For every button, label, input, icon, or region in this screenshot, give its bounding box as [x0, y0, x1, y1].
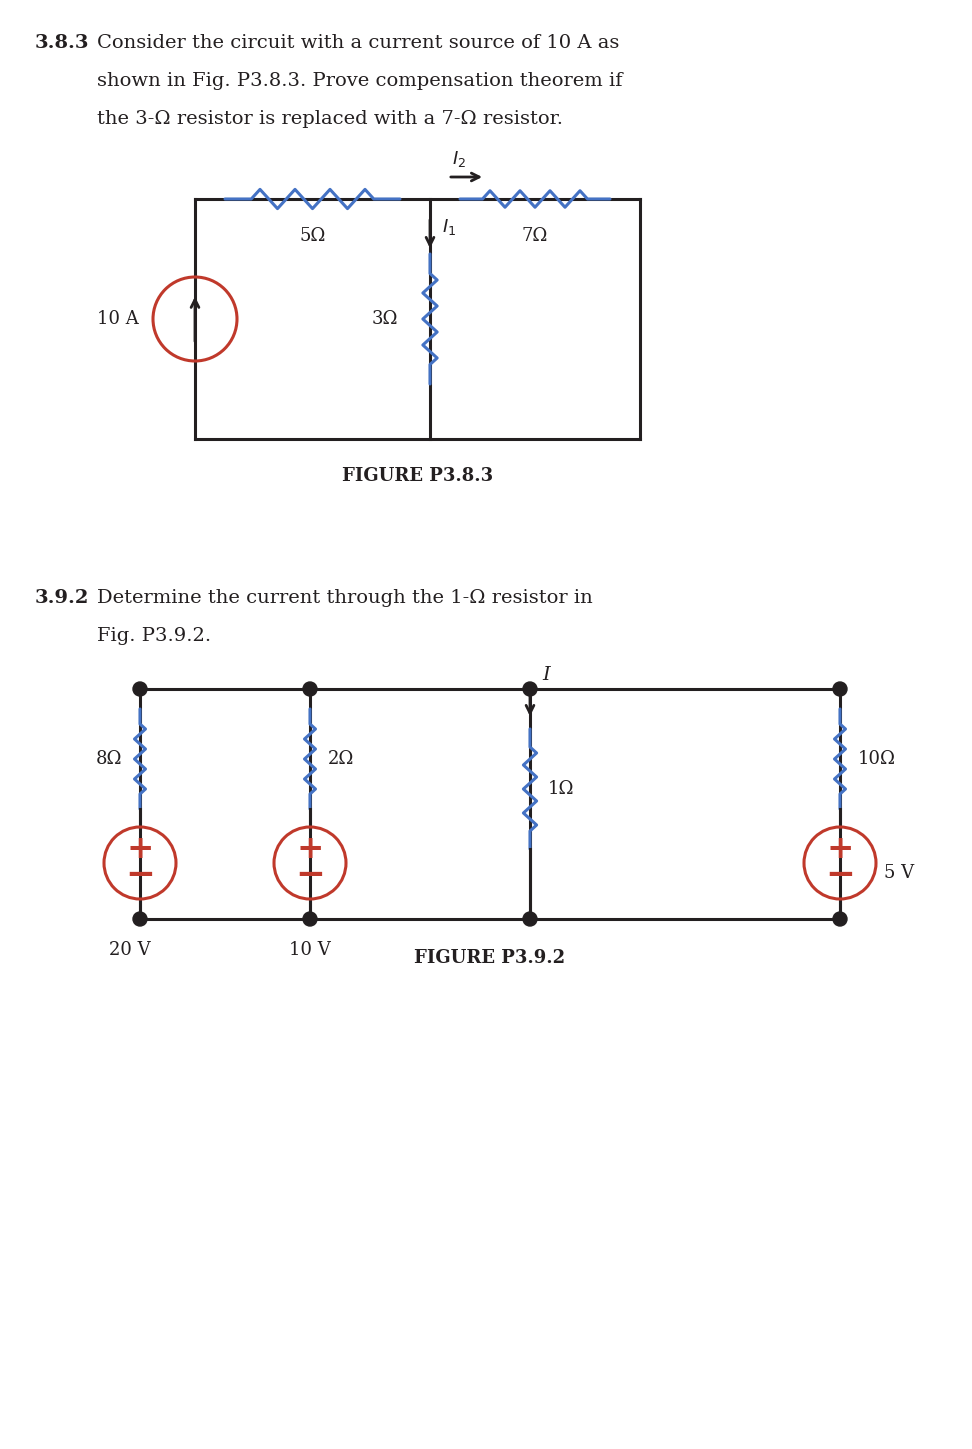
Text: 3.8.3: 3.8.3	[35, 33, 89, 52]
Text: $I_1$: $I_1$	[442, 217, 456, 238]
Circle shape	[303, 682, 317, 696]
Circle shape	[833, 911, 847, 926]
Text: 2Ω: 2Ω	[328, 751, 355, 768]
Circle shape	[133, 682, 147, 696]
Text: Determine the current through the 1-Ω resistor in: Determine the current through the 1-Ω re…	[97, 588, 593, 607]
Circle shape	[303, 911, 317, 926]
Text: −: −	[825, 858, 855, 891]
Circle shape	[833, 682, 847, 696]
Text: FIGURE P3.8.3: FIGURE P3.8.3	[342, 467, 493, 485]
Text: 7Ω: 7Ω	[522, 227, 548, 245]
Text: −: −	[125, 858, 155, 891]
Text: 3.9.2: 3.9.2	[35, 588, 89, 607]
Text: 5 V: 5 V	[884, 864, 914, 882]
Text: $I_2$: $I_2$	[452, 149, 466, 170]
Text: I: I	[542, 667, 550, 684]
Text: the 3-Ω resistor is replaced with a 7-Ω resistor.: the 3-Ω resistor is replaced with a 7-Ω …	[97, 110, 563, 128]
Text: 10 V: 10 V	[289, 940, 330, 959]
Text: +: +	[826, 833, 853, 865]
Text: shown in Fig. P3.8.3. Prove compensation theorem if: shown in Fig. P3.8.3. Prove compensation…	[97, 72, 622, 90]
Text: Fig. P3.9.2.: Fig. P3.9.2.	[97, 627, 211, 645]
Text: 20 V: 20 V	[109, 940, 151, 959]
Circle shape	[133, 911, 147, 926]
Text: −: −	[295, 858, 325, 891]
Text: 8Ω: 8Ω	[95, 751, 122, 768]
Circle shape	[523, 911, 537, 926]
Text: 10Ω: 10Ω	[858, 751, 896, 768]
Text: FIGURE P3.9.2: FIGURE P3.9.2	[414, 949, 566, 966]
Text: 5Ω: 5Ω	[299, 227, 326, 245]
Circle shape	[523, 682, 537, 696]
Text: +: +	[296, 833, 324, 865]
Text: 3Ω: 3Ω	[371, 310, 398, 327]
Text: 1Ω: 1Ω	[548, 780, 574, 798]
Text: +: +	[126, 833, 154, 865]
Text: Consider the circuit with a current source of 10 A as: Consider the circuit with a current sour…	[97, 33, 619, 52]
Text: 10 A: 10 A	[97, 310, 139, 327]
